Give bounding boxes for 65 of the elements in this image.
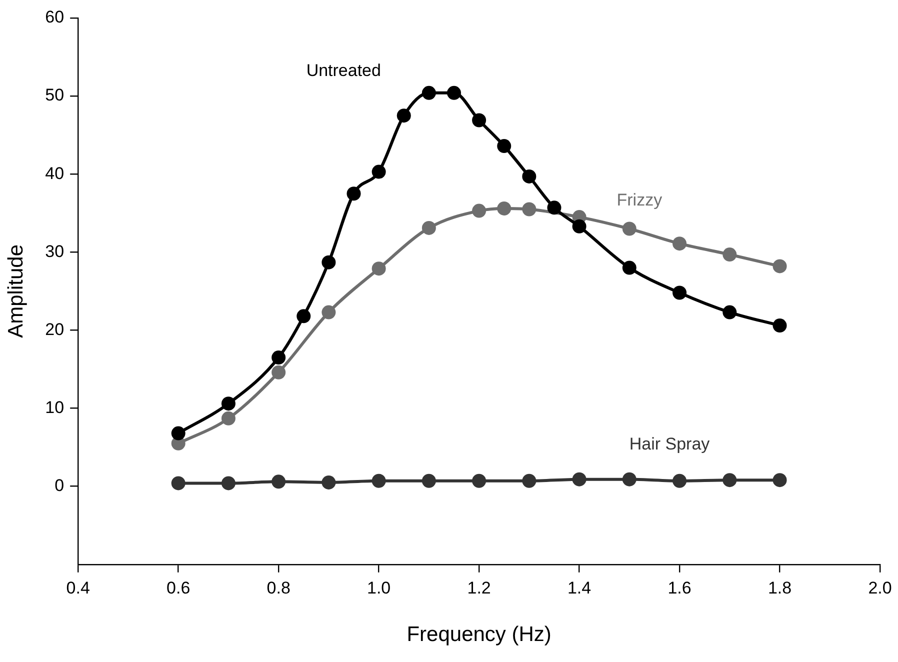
point: [497, 139, 512, 154]
y-tick-label: 20: [45, 320, 64, 339]
y-tick-label: 50: [45, 86, 64, 105]
point: [372, 164, 386, 179]
y-tick-label: 0: [54, 476, 64, 496]
point: [422, 86, 436, 100]
point: [572, 472, 586, 486]
x-tick-label: 1.6: [668, 578, 692, 598]
point: [346, 186, 361, 201]
point: [572, 219, 586, 234]
point: [622, 472, 636, 486]
point: [772, 473, 787, 488]
point: [422, 474, 436, 488]
point: [272, 474, 286, 489]
point: [171, 476, 186, 490]
point: [672, 236, 687, 251]
point: [622, 260, 636, 275]
point: [522, 169, 536, 184]
point: [672, 474, 687, 488]
y-tick-label: 40: [45, 164, 64, 183]
point: [372, 262, 386, 276]
point: [322, 475, 336, 490]
x-tick-label: 1.8: [768, 578, 792, 598]
point: [522, 474, 536, 488]
y-tick-label: 60: [45, 8, 64, 27]
point: [296, 309, 311, 324]
point: [221, 476, 236, 490]
point: [272, 365, 286, 380]
series-label: Frizzy: [616, 190, 663, 210]
point: [497, 201, 512, 216]
y-tick-label: 10: [45, 398, 64, 417]
x-tick-label: 0.4: [66, 578, 90, 598]
point: [622, 222, 636, 236]
text: Untreated: [306, 60, 381, 80]
point: [272, 350, 286, 365]
x-tick-label: 1.0: [367, 578, 391, 598]
x-tick-label: 0.6: [166, 578, 190, 598]
point: [422, 220, 436, 235]
point: [672, 286, 687, 300]
point: [322, 305, 336, 320]
point: [221, 396, 236, 411]
point: [772, 259, 787, 274]
point: [171, 426, 186, 440]
x-tick-label: 2.0: [868, 578, 892, 598]
x-tick-label: 1.4: [567, 578, 592, 598]
y-tick-label: 30: [45, 242, 64, 261]
point: [772, 318, 787, 333]
point: [472, 474, 486, 488]
point: [472, 204, 486, 218]
point: [221, 411, 236, 426]
point: [446, 86, 461, 100]
point: [372, 474, 386, 488]
x-axis-title: Frequency (Hz): [406, 623, 552, 646]
point: [722, 305, 737, 320]
point: [522, 202, 536, 216]
point: [722, 248, 737, 262]
y-axis-title: Amplitude: [4, 244, 28, 338]
x-tick-label: 1.2: [467, 578, 491, 598]
point: [396, 108, 411, 123]
point: [722, 473, 737, 488]
x-tick-label: 0.8: [266, 578, 290, 598]
series-label: Hair Spray: [629, 434, 710, 454]
point: [547, 200, 562, 215]
point: [322, 255, 336, 270]
point: [472, 113, 486, 128]
